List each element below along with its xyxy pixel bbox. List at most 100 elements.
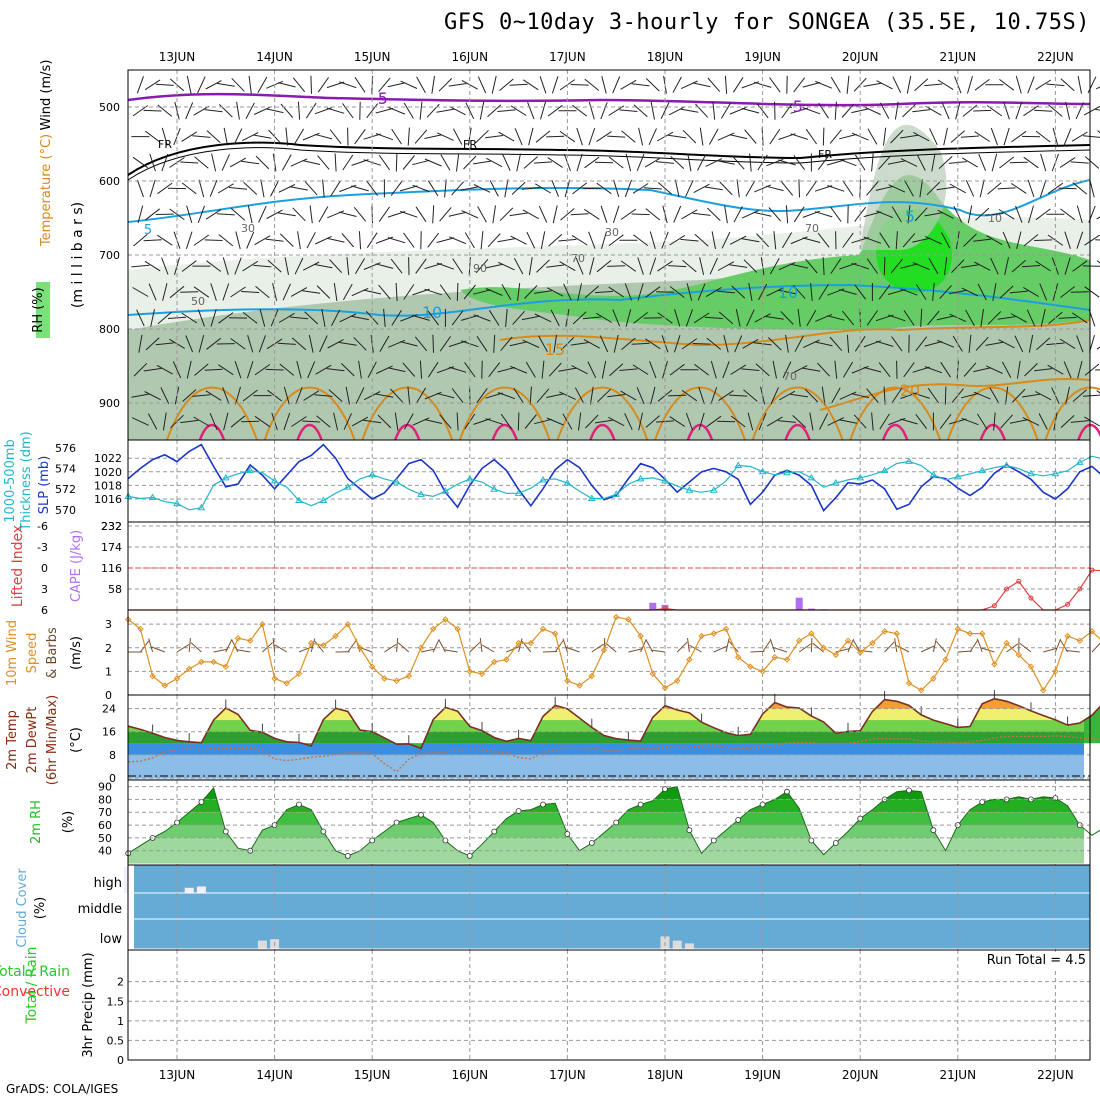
wind-barb <box>575 257 584 275</box>
wind-barb <box>205 208 222 220</box>
wind-barb <box>1087 76 1097 94</box>
wind-barb <box>527 102 535 120</box>
rh-point <box>540 801 546 808</box>
cloud-level-label: low <box>100 932 123 947</box>
lifted-index-point <box>1065 601 1071 607</box>
wind-barb <box>730 415 746 428</box>
wind-barb <box>403 102 414 119</box>
wind-barb <box>290 287 308 297</box>
wind-barb <box>1035 79 1052 91</box>
pressure-axis-label: (m i l l i b a r s) <box>70 202 86 308</box>
wind-barb <box>387 237 406 244</box>
date-tick-top: 18JUN <box>647 50 684 64</box>
wind-barb <box>485 135 504 139</box>
wind10-barb <box>894 638 898 653</box>
rh-tick: 90 <box>98 781 112 794</box>
wind-barb <box>785 334 789 353</box>
wind-barb <box>150 308 155 327</box>
wind10-point <box>490 658 498 666</box>
wind-barb <box>181 260 197 272</box>
wind-barb <box>939 284 952 300</box>
wind-barb <box>1059 338 1076 350</box>
wind-barb <box>326 368 345 372</box>
wind-barb <box>436 108 455 113</box>
wind-barb <box>1000 414 1013 429</box>
wind-barb <box>584 208 600 220</box>
wind-barb <box>399 341 418 347</box>
date-tick-bottom: 14JUN <box>256 1068 293 1082</box>
wind-barb <box>132 287 149 297</box>
wind-barb <box>326 237 345 243</box>
wind-barb <box>685 309 693 327</box>
wind-barb <box>940 232 951 249</box>
wind-barb <box>588 231 596 249</box>
date-tick-top: 21JUN <box>940 50 977 64</box>
wind-barb <box>594 290 614 294</box>
wind10-barb <box>798 643 811 653</box>
wind-barb <box>145 130 161 143</box>
wind-barb <box>540 101 546 120</box>
wind-barb <box>692 82 711 88</box>
wind-barb <box>550 309 560 327</box>
wind-barb <box>879 102 890 119</box>
wind10-point <box>844 637 852 644</box>
wind-barb <box>805 128 818 145</box>
wind-barb <box>741 210 759 219</box>
wind-barb <box>172 361 182 379</box>
wind-barb <box>1034 239 1053 241</box>
wind-barb <box>681 389 698 402</box>
wind-barb <box>980 308 984 327</box>
wind-barb <box>317 77 330 93</box>
wind-barb <box>936 315 955 321</box>
wind-barb <box>218 364 234 376</box>
chart-title: GFS 0~10day 3-hourly for SONGEA (35.5E, … <box>443 10 1090 35</box>
wind-barb <box>669 286 685 298</box>
wind-barb <box>451 388 464 404</box>
wind-barb <box>780 181 794 196</box>
precip-tick: 0 <box>117 1054 124 1067</box>
wind-barb <box>595 419 613 424</box>
rh-point <box>588 840 595 846</box>
slp-tick: 1018 <box>94 479 122 492</box>
li-tick: -3 <box>37 541 48 554</box>
cape-bar <box>649 602 657 610</box>
wind10-barb <box>190 642 202 653</box>
wind-barb <box>185 335 194 353</box>
wind-barb <box>987 182 1002 195</box>
wind-barb <box>879 232 890 248</box>
wind-barb <box>900 418 918 425</box>
lifted-index-point <box>1077 586 1083 592</box>
wind-barb <box>815 313 833 322</box>
wind-barb <box>887 289 906 295</box>
wind-barb <box>570 342 589 346</box>
wind-barb <box>552 205 558 224</box>
li-tick: 3 <box>41 583 48 596</box>
wind-barb <box>529 386 532 405</box>
wind-barb <box>674 179 680 198</box>
wind-barb <box>863 211 882 218</box>
wind-barb <box>839 289 857 295</box>
isotherm-25 <box>979 423 1006 441</box>
wind-barb <box>993 412 996 431</box>
wind-barb <box>314 133 333 140</box>
wind-barb <box>766 416 783 427</box>
contour-label: 30 <box>241 222 255 235</box>
wind-barb <box>270 180 280 197</box>
wind-barb <box>375 263 394 269</box>
contour-label: 70 <box>783 370 797 383</box>
wind-barb <box>793 206 805 223</box>
wind10-point <box>1039 687 1047 694</box>
wind-barb <box>928 258 939 275</box>
wind-barb <box>390 180 403 196</box>
wind-barb <box>439 207 452 222</box>
wind-barb <box>571 365 588 375</box>
wind-barb <box>962 157 978 168</box>
wind-barb <box>448 83 467 87</box>
wind-barb <box>1072 389 1087 402</box>
wind10-point <box>1064 632 1071 640</box>
wind-barb <box>584 285 599 299</box>
wind-barb <box>648 128 657 146</box>
wind-barb <box>302 290 321 294</box>
contour-label: 90 <box>473 262 487 275</box>
wind-barb <box>624 179 632 198</box>
